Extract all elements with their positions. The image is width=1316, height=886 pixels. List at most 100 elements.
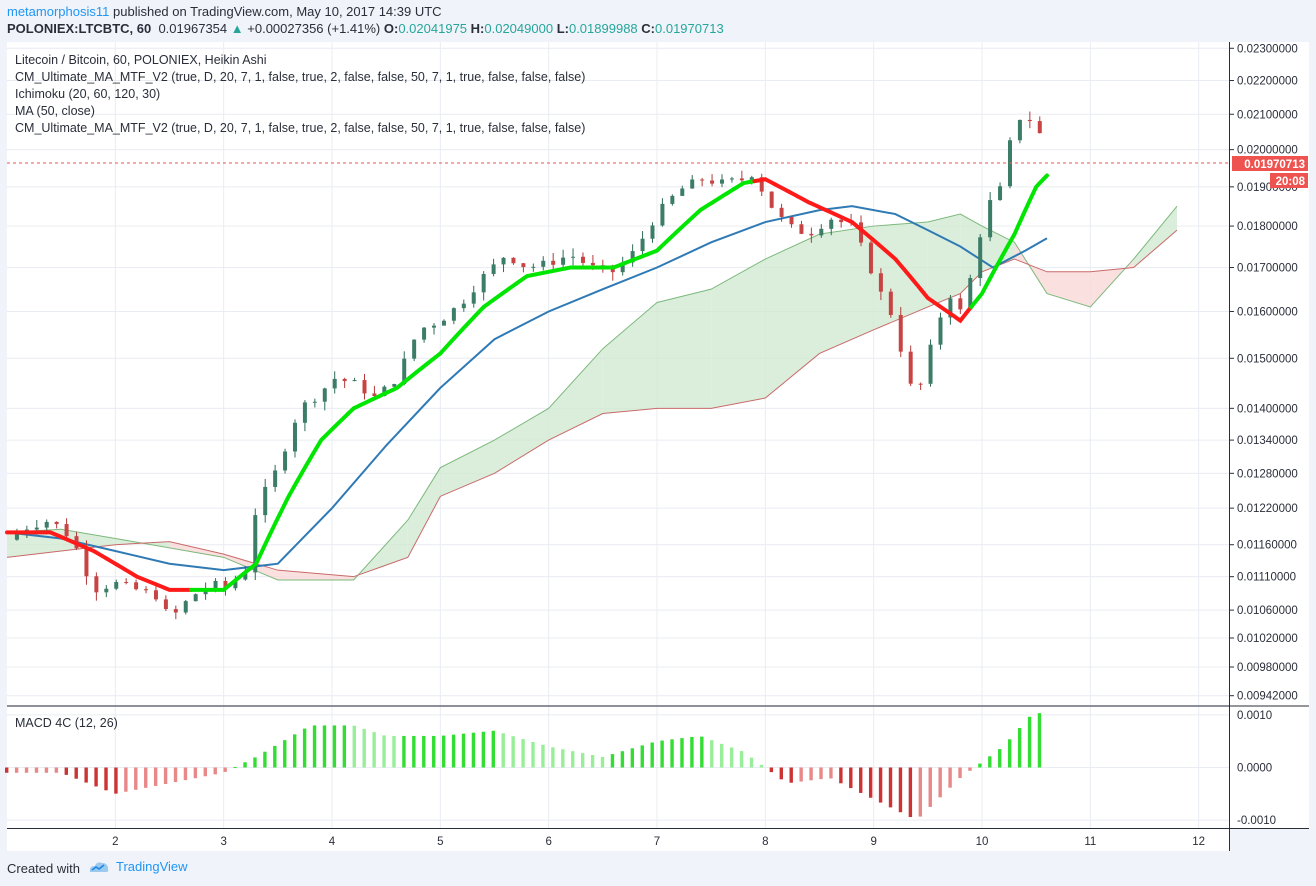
candle-body (859, 222, 864, 243)
candle-body (660, 203, 665, 226)
cloud-segment (819, 226, 874, 354)
legend-symbol[interactable]: Litecoin / Bitcoin, 60, POLONIEX, Heikin… (15, 53, 267, 67)
macd-bar (153, 767, 158, 786)
macd-bar (302, 728, 307, 768)
y-tick-label: 0.01800000 (1237, 221, 1298, 233)
cloud-segment (657, 289, 712, 409)
tradingview-logo-icon (89, 861, 109, 872)
macd-bar (968, 767, 972, 771)
author-link[interactable]: metamorphosis11 (7, 4, 110, 19)
macd-bar (382, 735, 386, 768)
macd-bar (342, 725, 347, 768)
macd-bar (779, 767, 783, 780)
candle-body (580, 256, 585, 263)
candle-body (958, 298, 963, 310)
candle-body (144, 589, 149, 591)
ichimoku-cloud (6, 205, 1178, 581)
candle-body (670, 195, 675, 204)
price-tag (1232, 156, 1308, 171)
candle-body (918, 383, 923, 385)
cloud-segment (548, 348, 603, 441)
candle-body (501, 257, 506, 265)
candle-body (640, 238, 645, 252)
candle-body (839, 219, 844, 223)
macd-tick-label: 0.0010 (1237, 710, 1272, 722)
candle-body (630, 251, 635, 263)
macd-bar (948, 767, 952, 788)
time-axis[interactable] (7, 829, 1229, 851)
macd-bar (978, 763, 982, 768)
macd-bar (491, 730, 495, 768)
macd-bar (908, 767, 913, 818)
legend-cm-ma-1[interactable]: CM_Ultimate_MA_MTF_V2 (true, D, 20, 7, 1… (15, 70, 585, 84)
macd-bar (620, 751, 625, 768)
candle-body (819, 228, 824, 236)
candle-body (233, 579, 238, 589)
macd-tick-label: -0.0010 (1237, 815, 1276, 827)
footer: Created with TradingView (0, 852, 1316, 886)
candle-body (908, 351, 913, 384)
candle-body (720, 179, 724, 184)
macd-bar (690, 736, 694, 768)
candle-body (749, 177, 754, 181)
candle-body (769, 191, 774, 208)
legend-cm-ma-2[interactable]: CM_Ultimate_MA_MTF_V2 (true, D, 20, 7, 1… (15, 121, 585, 135)
senkou-span-b (6, 229, 1178, 578)
open-value: 0.02041975 (398, 21, 468, 36)
tradingview-link[interactable]: TradingView (88, 859, 188, 874)
x-tick-label: 8 (762, 836, 768, 848)
macd-bar (14, 767, 19, 773)
macd-bar (501, 733, 505, 768)
candle-body (988, 200, 993, 238)
candle-body (471, 292, 476, 304)
candle-body (481, 274, 486, 293)
macd-bar (283, 740, 287, 768)
candle-body (809, 233, 814, 236)
last-price: 0.01967354 (158, 21, 228, 36)
macd-bar (144, 767, 148, 788)
senkou-span-a (6, 205, 1178, 581)
low-value: 0.01899988 (568, 21, 638, 36)
y-tick-label: 0.01600000 (1237, 306, 1298, 318)
candle-body (868, 242, 873, 274)
macd-bar (819, 767, 823, 780)
macd-bar (521, 739, 525, 768)
legend-macd[interactable]: MACD 4C (12, 26) (15, 716, 118, 730)
candle-body (412, 339, 417, 359)
candle-body (561, 257, 566, 265)
legend-ichimoku[interactable]: Ichimoku (20, 60, 120, 30) (15, 87, 160, 101)
y-tick-label: 0.01060000 (1237, 605, 1298, 617)
macd-bar (511, 736, 515, 768)
ma-fast-segment (59, 534, 194, 592)
tradingview-brand: TradingView (116, 859, 188, 874)
ma-fast-segment (752, 177, 974, 324)
macd-bar (799, 767, 803, 782)
cloud-segment (927, 214, 961, 307)
ma-fast-segment (221, 179, 757, 592)
cloud-segment (1047, 271, 1091, 307)
candle-body (531, 266, 536, 268)
y-tick-label: 0.01110000 (1237, 572, 1296, 584)
y-tick-label: 0.01020000 (1237, 633, 1298, 645)
macd-bar (173, 767, 178, 783)
macd-bar (54, 767, 59, 773)
candle-body (789, 216, 794, 225)
legend-ma50[interactable]: MA (50, close) (15, 104, 95, 118)
candle-body (392, 384, 397, 387)
cloud-segment (277, 570, 354, 580)
macd-bar (898, 767, 903, 813)
y-tick-label: 0.02100000 (1237, 109, 1298, 121)
macd-bar (1007, 739, 1012, 768)
candle-body (263, 486, 268, 516)
y-tick-label: 0.02200000 (1237, 76, 1298, 88)
chart-area[interactable]: 0.02300000 0.02200000 0.02100000 0.02000000… (0, 40, 1316, 852)
candle-body (44, 521, 49, 528)
macd-bar (84, 767, 88, 783)
candle-body (134, 582, 139, 590)
macd-bar (700, 736, 704, 768)
candle-body (928, 344, 933, 384)
symbol-label: POLONIEX:LTCBTC, 60 (7, 21, 152, 36)
candle-body (1017, 119, 1022, 141)
macd-bar (213, 767, 217, 775)
ma50-line (6, 205, 1048, 572)
